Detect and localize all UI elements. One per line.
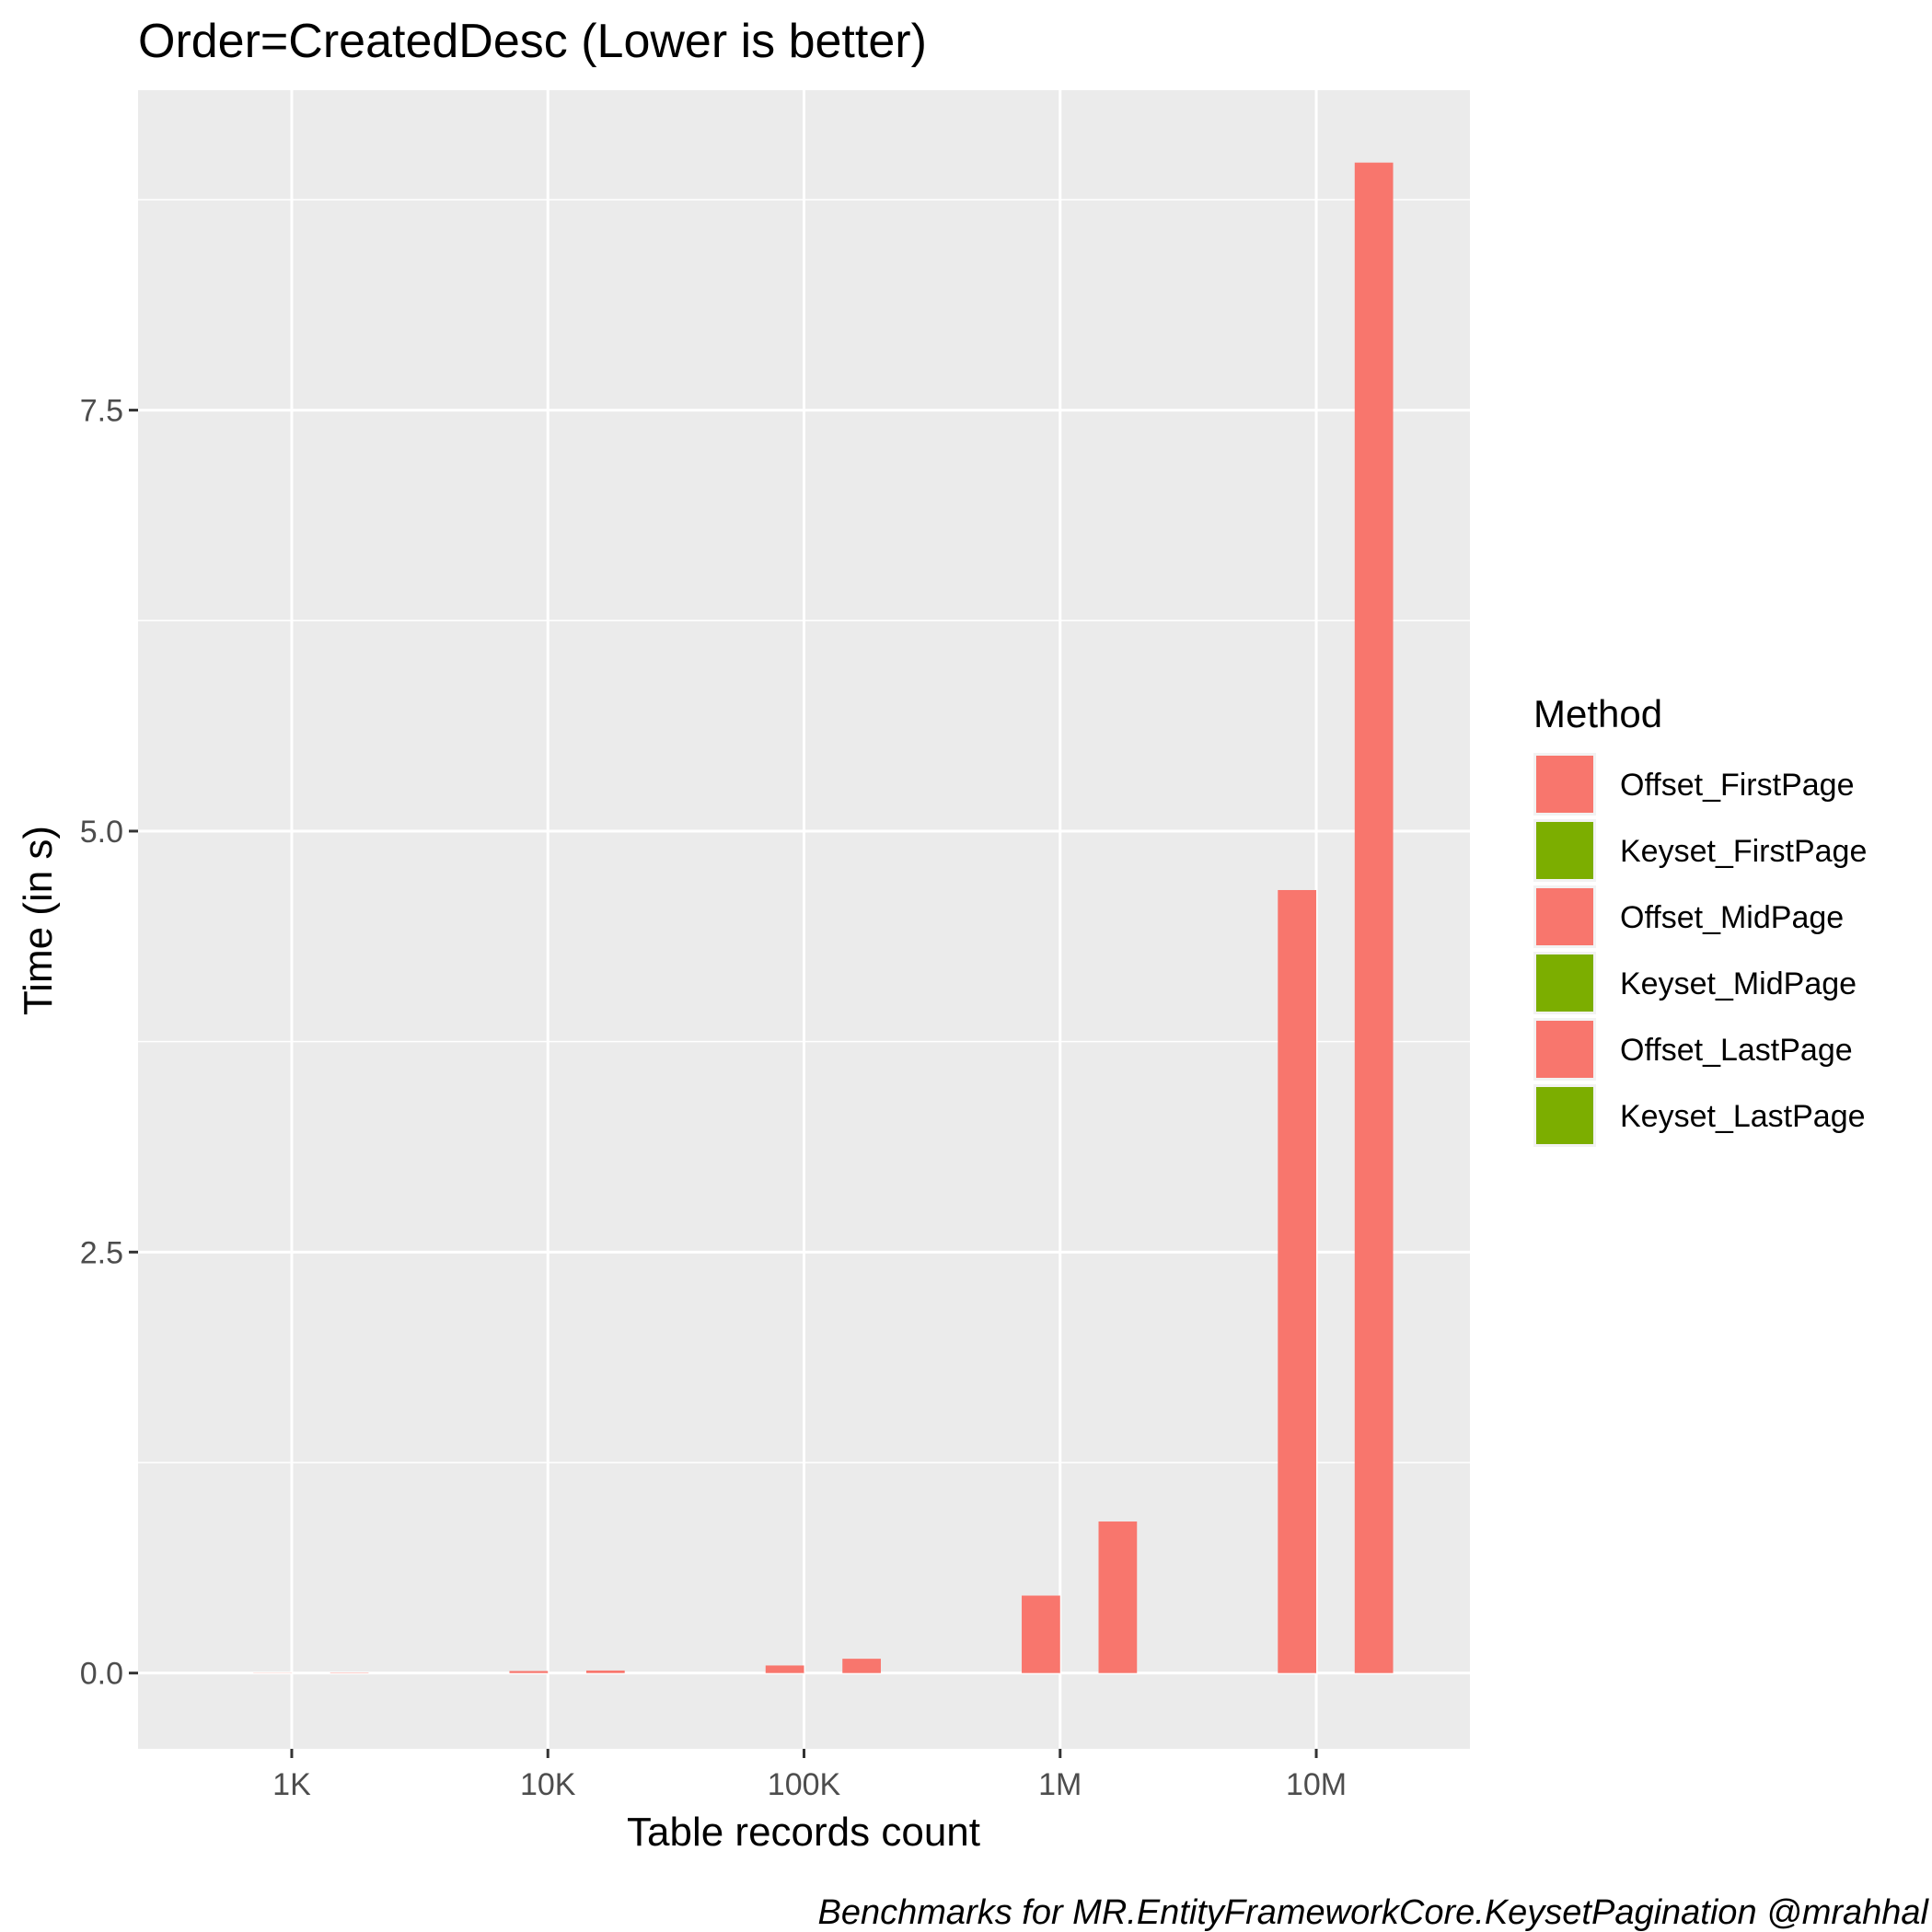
legend-key-swatch bbox=[1536, 888, 1593, 945]
y-tick-label: 5.0 bbox=[80, 815, 123, 850]
legend-label: Offset_MidPage bbox=[1620, 900, 1844, 935]
x-tick-label: 100K bbox=[768, 1767, 841, 1802]
legend-label: Keyset_FirstPage bbox=[1620, 834, 1867, 869]
legend-title: Method bbox=[1533, 692, 1662, 735]
legend-key-swatch bbox=[1536, 756, 1593, 813]
bar-offset-lastpage-10m bbox=[1354, 162, 1394, 1673]
x-tick-label: 1M bbox=[1038, 1767, 1082, 1802]
y-axis-title: Time (in s) bbox=[16, 826, 61, 1015]
x-tick-label: 10M bbox=[1286, 1767, 1347, 1802]
y-tick-label: 2.5 bbox=[80, 1235, 123, 1270]
x-tick-label: 10K bbox=[520, 1767, 576, 1802]
bars bbox=[253, 162, 1394, 1673]
chart-caption: Benchmarks for MR.EntityFrameworkCore.Ke… bbox=[818, 1893, 1930, 1932]
legend-label: Keyset_LastPage bbox=[1620, 1099, 1866, 1134]
legend-key-swatch bbox=[1536, 1087, 1593, 1144]
bar-offset-lastpage-100k bbox=[842, 1659, 881, 1673]
bar-offset-lastpage-1m bbox=[1098, 1521, 1138, 1673]
x-axis-title: Table records count bbox=[627, 1810, 980, 1855]
legend-key-swatch bbox=[1536, 822, 1593, 879]
y-axis: 0.0 2.5 5.0 7.5 bbox=[80, 394, 138, 1692]
x-tick-label: 1K bbox=[272, 1767, 311, 1802]
legend-label: Keyset_MidPage bbox=[1620, 966, 1857, 1001]
y-tick-label: 0.0 bbox=[80, 1657, 123, 1692]
legend: Method Offset_FirstPage Keyset_FirstPage O… bbox=[1533, 692, 1867, 1147]
bar-offset-lastpage-10k bbox=[585, 1670, 625, 1673]
legend-key-swatch bbox=[1536, 1021, 1593, 1078]
gridlines bbox=[138, 90, 1470, 1749]
bar-offset-midpage-100k bbox=[765, 1665, 804, 1673]
legend-key-swatch bbox=[1536, 954, 1593, 1012]
legend-label: Offset_LastPage bbox=[1620, 1033, 1853, 1068]
x-axis: 1K 10K 100K 1M 10M bbox=[272, 1749, 1347, 1802]
legend-label: Offset_FirstPage bbox=[1620, 768, 1855, 803]
chart-title: Order=CreatedDesc (Lower is better) bbox=[138, 15, 927, 68]
y-tick-label: 7.5 bbox=[80, 394, 123, 429]
bar-offset-midpage-1m bbox=[1022, 1595, 1060, 1673]
bar-offset-midpage-10m bbox=[1278, 889, 1317, 1673]
bar-offset-midpage-10k bbox=[509, 1671, 549, 1673]
